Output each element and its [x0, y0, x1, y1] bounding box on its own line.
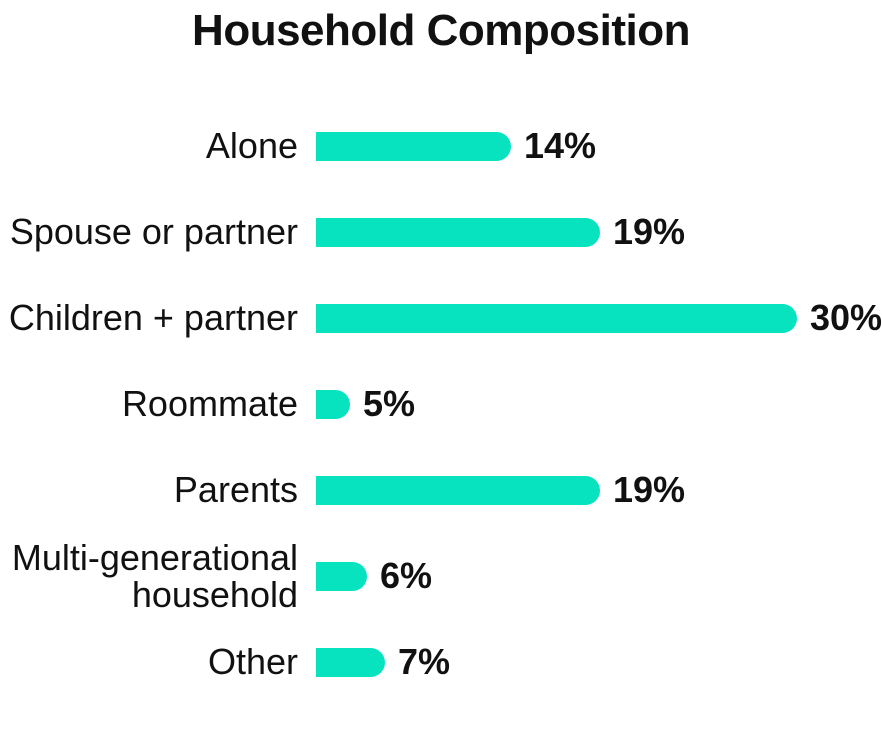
chart-row: Alone 14% [0, 103, 882, 189]
chart-row: Spouse or partner 19% [0, 189, 882, 275]
value-label: 30% [810, 297, 882, 338]
bar [316, 561, 367, 591]
bar [316, 647, 385, 677]
bar [316, 131, 511, 161]
chart-row: Multi-generational household 6% [0, 533, 882, 619]
value-label: 14% [524, 125, 597, 166]
category-label: Alone [205, 125, 298, 167]
value-label: 19% [613, 469, 686, 510]
category-label: Parents [173, 469, 298, 511]
category-label: Multi-generational household [11, 536, 298, 615]
chart-row: Children + partner 30% [0, 275, 882, 361]
household-composition-chart: Household Composition Alone 14% Spouse o… [0, 0, 882, 682]
chart-title: Household Composition [192, 6, 690, 55]
category-label: Roommate [121, 383, 298, 425]
category-label: Children + partner [8, 297, 298, 339]
bar [316, 389, 350, 419]
value-label: 7% [398, 641, 451, 682]
bar [316, 217, 600, 247]
chart-row: Other 7% [0, 619, 882, 705]
bar-rows: Alone 14% Spouse or partner 19% Children… [0, 103, 882, 705]
chart-row: Parents 19% [0, 447, 882, 533]
category-label: Spouse or partner [9, 211, 298, 253]
bar [316, 303, 797, 333]
value-label: 6% [380, 555, 433, 596]
value-label: 19% [613, 211, 686, 252]
bar [316, 475, 600, 505]
chart-row: Roommate 5% [0, 361, 882, 447]
category-label: Other [207, 641, 298, 683]
value-label: 5% [363, 383, 416, 424]
